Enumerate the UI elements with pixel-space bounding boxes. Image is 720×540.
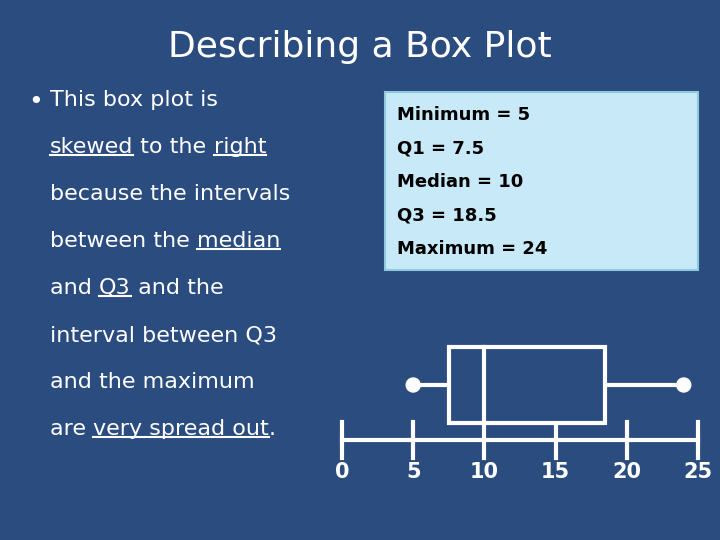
Text: Maximum = 24: Maximum = 24 [397,240,548,259]
Text: and: and [50,278,99,298]
Text: are: are [50,419,93,439]
Text: Q3: Q3 [99,278,130,298]
Text: skewed: skewed [50,137,133,157]
Bar [385,92,698,270]
Text: 10: 10 [470,462,499,482]
Text: Minimum = 5: Minimum = 5 [397,106,531,124]
Text: and the maximum: and the maximum [50,372,255,392]
Text: right: right [214,137,266,157]
Text: interval between Q3: interval between Q3 [50,325,277,345]
Text: between the: between the [50,231,197,251]
Text: to the: to the [133,137,214,157]
Circle shape [406,378,420,392]
Text: 15: 15 [541,462,570,482]
Text: Q3 = 18.5: Q3 = 18.5 [397,207,497,225]
Text: median: median [197,231,280,251]
Text: This box plot is: This box plot is [50,90,225,110]
Bar [449,347,606,423]
Text: 0: 0 [335,462,349,482]
Text: 20: 20 [612,462,642,482]
Text: Q1 = 7.5: Q1 = 7.5 [397,139,485,158]
Circle shape [677,378,690,392]
Text: Median = 10: Median = 10 [397,173,523,191]
Text: 25: 25 [683,462,713,482]
Text: Describing a Box Plot: Describing a Box Plot [168,30,552,64]
Text: .: . [269,419,276,439]
Text: 5: 5 [406,462,420,482]
Text: very spread out: very spread out [93,419,269,439]
Text: and the: and the [130,278,223,298]
Text: •: • [28,90,42,114]
Text: because the intervals: because the intervals [50,184,290,204]
